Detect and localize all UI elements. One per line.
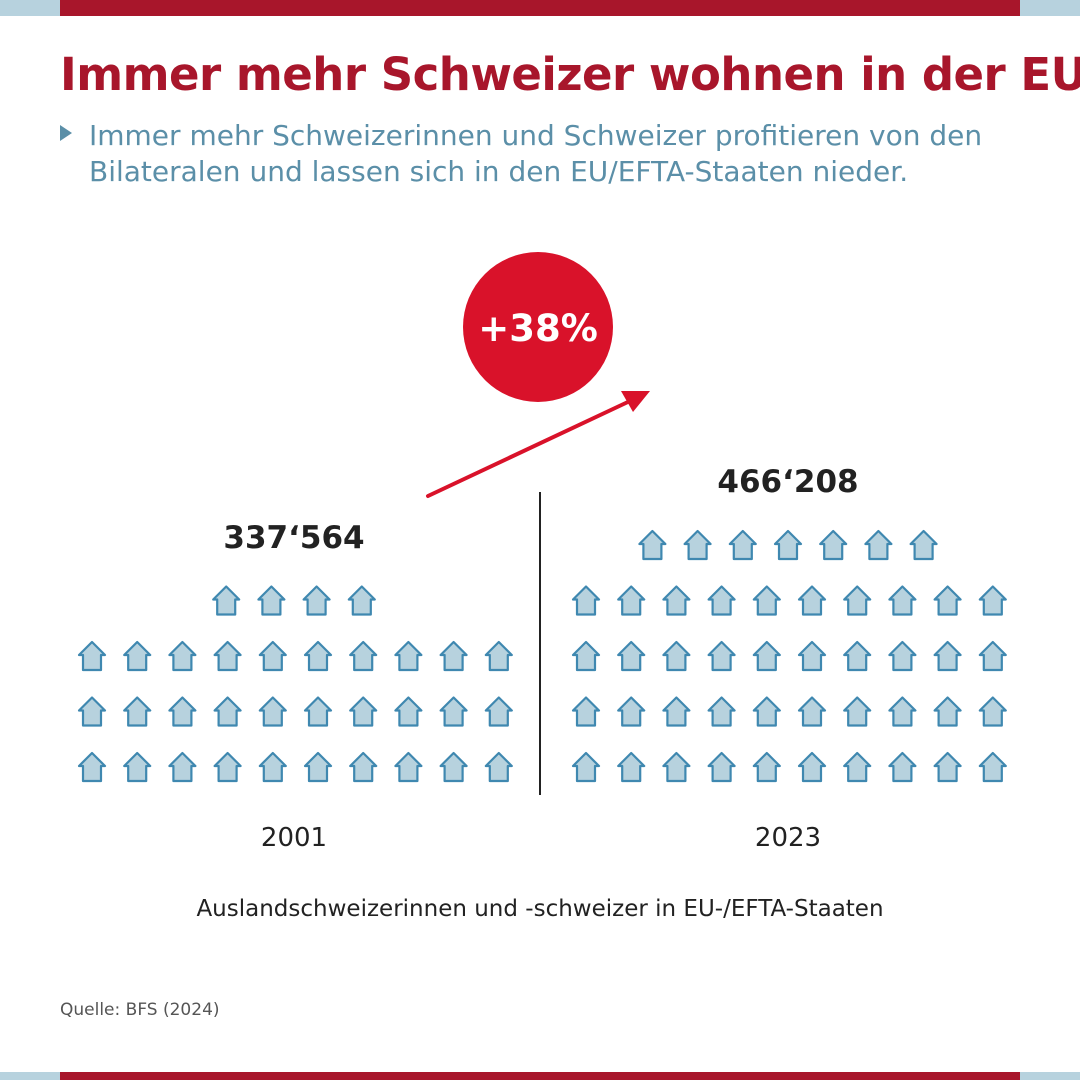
bullet-triangle-icon [60, 125, 72, 141]
house-icon [933, 640, 962, 672]
house-icon [707, 640, 736, 672]
house-icon [662, 640, 691, 672]
bottom-color-bar [0, 1072, 1080, 1080]
house-icon [439, 696, 468, 727]
house-icon [302, 585, 331, 616]
house-icon [819, 529, 848, 561]
house-icon [843, 585, 872, 616]
house-icon [978, 751, 1007, 783]
house-icon [571, 585, 601, 616]
house-icon [349, 696, 378, 727]
house-icon [571, 640, 601, 672]
house-icon [394, 640, 423, 672]
house-icon [843, 640, 872, 672]
value-label: 337‘564 [223, 520, 364, 556]
house-icon [728, 529, 757, 561]
house-icon [571, 696, 601, 727]
trend-arrow-head [621, 391, 650, 412]
house-icon [707, 696, 736, 727]
house-icon [978, 640, 1007, 672]
house-icon [212, 585, 241, 616]
house-icon [439, 751, 468, 783]
house-icon [123, 640, 152, 672]
house-icon [303, 696, 333, 727]
house-icon [617, 640, 646, 672]
year-label: 2001 [261, 823, 327, 853]
house-icon [123, 696, 152, 727]
trend-arrow-line [426, 399, 632, 498]
house-icon [843, 751, 872, 783]
house-icon [864, 529, 893, 561]
house-icon [909, 529, 938, 561]
house-icon [683, 529, 712, 561]
value-label: 466‘208 [717, 464, 858, 500]
house-icon [439, 640, 468, 672]
house-icon [978, 696, 1007, 727]
house-icon [258, 696, 287, 727]
house-icon [303, 751, 333, 783]
subtitle-text: Immer mehr Schweizerinnen und Schweizer … [89, 119, 983, 188]
house-icon [213, 751, 242, 783]
source-note: Quelle: BFS (2024) [60, 1000, 220, 1020]
house-icon [662, 696, 691, 727]
chart-caption: Auslandschweizerinnen und -schweizer in … [196, 896, 884, 922]
house-icon [213, 696, 242, 727]
house-icon [168, 751, 197, 783]
house-icon [571, 751, 601, 783]
house-icon [797, 751, 827, 783]
house-icon [77, 751, 107, 783]
house-icon [773, 529, 803, 561]
house-icon [484, 751, 513, 783]
year-label: 2023 [755, 823, 821, 853]
house-icon [349, 640, 378, 672]
house-icon [394, 696, 423, 727]
house-icon [257, 585, 286, 616]
house-icon [77, 696, 107, 727]
house-icon [484, 640, 513, 672]
house-icon [303, 640, 333, 672]
house-icon [933, 585, 962, 616]
house-icon [933, 751, 962, 783]
house-icon [797, 585, 827, 616]
house-icon [662, 751, 691, 783]
house-icon [123, 751, 152, 783]
house-icon [888, 640, 917, 672]
house-icon [933, 696, 962, 727]
house-icon [707, 751, 736, 783]
top-color-bar [0, 0, 1080, 16]
house-icon [484, 696, 513, 727]
house-icon [888, 696, 917, 727]
house-icon [347, 585, 376, 616]
house-icon [394, 751, 423, 783]
house-icon [752, 696, 781, 727]
house-icon [168, 696, 197, 727]
house-icon [888, 751, 917, 783]
house-icon [213, 640, 242, 672]
house-icon [797, 696, 827, 727]
house-icon [617, 696, 646, 727]
house-icon [349, 751, 378, 783]
house-icon [707, 585, 736, 616]
house-icon [843, 696, 872, 727]
house-icon [617, 751, 646, 783]
house-icon [168, 640, 197, 672]
page-title: Immer mehr Schweizer wohnen in der EU [60, 48, 1080, 101]
change-badge [463, 252, 613, 402]
change-badge-label: +38% [478, 307, 598, 350]
house-icon [617, 585, 646, 616]
house-icon [752, 751, 781, 783]
house-icon [752, 585, 781, 616]
house-icon [797, 640, 827, 672]
house-icon [258, 640, 287, 672]
house-icon [888, 585, 917, 616]
house-icon [662, 585, 691, 616]
house-icon [638, 529, 667, 561]
house-icon [258, 751, 287, 783]
house-icon [978, 585, 1007, 616]
house-icon [752, 640, 781, 672]
house-icon [77, 640, 107, 672]
